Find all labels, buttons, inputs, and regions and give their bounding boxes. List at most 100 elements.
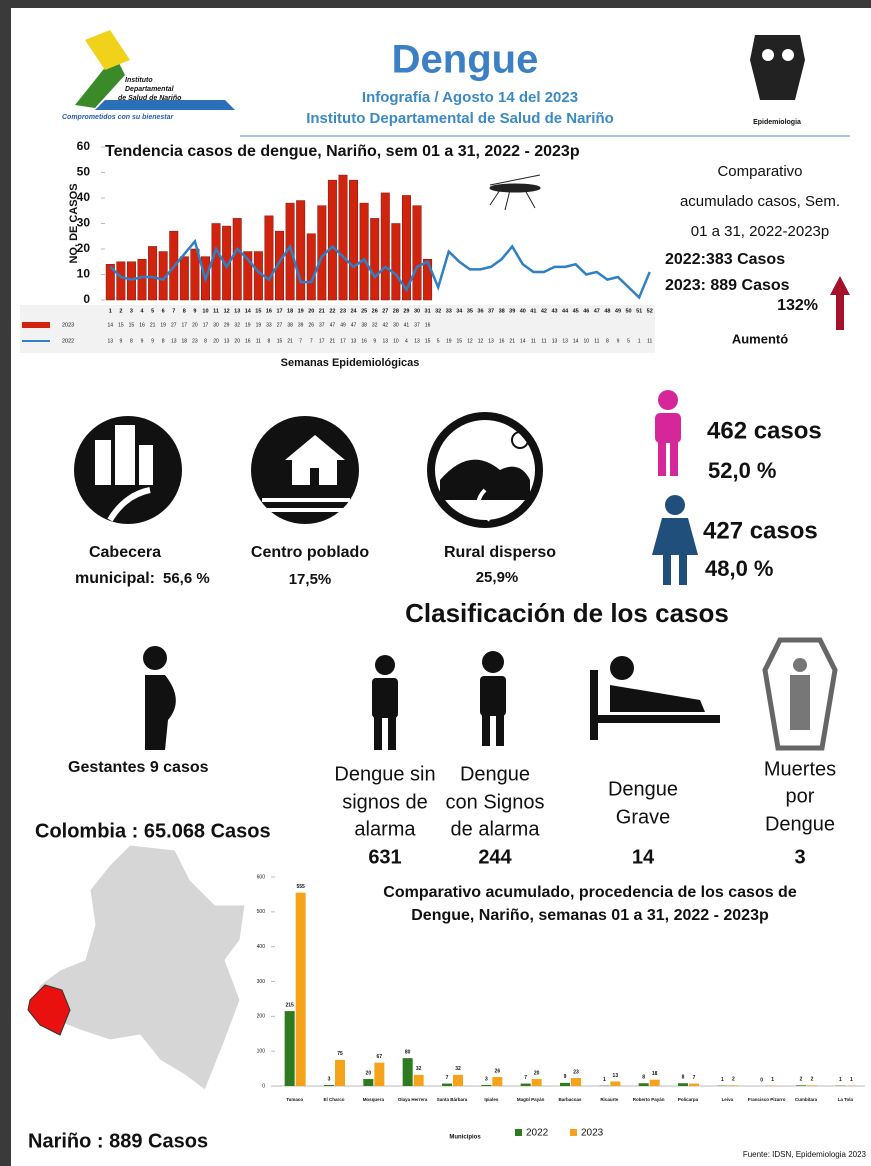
legend-label: 2023: [581, 1128, 604, 1139]
area-value: 56,6 %: [163, 570, 210, 587]
value-label: 3: [485, 1076, 488, 1082]
table-value: 15: [425, 338, 431, 344]
x-tick-label: 51: [636, 308, 642, 314]
value-label: 215: [285, 1002, 294, 1008]
rural-icon: [427, 412, 543, 528]
class-label: Dengue sin: [334, 763, 435, 785]
class-value: 631: [368, 846, 401, 868]
bar: [638, 1083, 649, 1086]
bar: [179, 256, 189, 301]
table-value: 37: [414, 322, 420, 328]
x-tick-label: 40: [520, 308, 526, 314]
table-value: 32: [234, 322, 240, 328]
value-label: 1: [839, 1077, 842, 1083]
x-tick-label: 17: [276, 308, 282, 314]
table-value: 30: [213, 322, 219, 328]
bar: [296, 200, 306, 301]
x-tick-label: 22: [329, 308, 335, 314]
table-value: 23: [192, 338, 198, 344]
class-label: con Signos: [446, 791, 545, 813]
table-value: 18: [182, 338, 188, 344]
logo-text: Epidemiologia: [753, 119, 801, 126]
x-tick-label: 3: [130, 308, 133, 314]
legend-swatch: [570, 1129, 577, 1136]
woman-percent: 52,0 %: [708, 458, 777, 483]
table-value: 14: [573, 338, 579, 344]
x-tick-label: 8: [183, 308, 186, 314]
x-tick-label: Santa Bárbara: [437, 1097, 468, 1102]
table-value: 9: [617, 338, 620, 344]
class-label: Dengue: [608, 778, 678, 800]
colombia-cases: Colombia : 65.068 Casos: [35, 820, 271, 842]
bar: [531, 1079, 542, 1086]
table-value: 49: [340, 322, 346, 328]
x-tick-label: 5: [151, 308, 154, 314]
table-value: 13: [383, 338, 389, 344]
colombia-map: [27, 844, 246, 1091]
table-value: 47: [351, 322, 357, 328]
x-tick-label: 37: [488, 308, 494, 314]
table-value: 21: [150, 322, 156, 328]
bar: [137, 258, 147, 301]
class-label: Grave: [616, 806, 670, 828]
bar: [264, 215, 274, 301]
man-cases: 427 casos: [703, 517, 818, 544]
pregnant-cases: Gestantes 9 casos: [68, 759, 209, 776]
value-label: 3: [328, 1076, 331, 1082]
y-tick-label: 600: [257, 874, 266, 880]
comparison-text: acumulado casos, Sem.: [680, 193, 840, 210]
man-percent: 48,0 %: [705, 556, 774, 581]
x-tick-label: 43: [551, 308, 557, 314]
narino-cases: Nariño : 889 Casos: [28, 1130, 208, 1152]
x-tick-label: Francisco Pizarro: [748, 1097, 786, 1102]
x-tick-label: 49: [615, 308, 621, 314]
area-label: Cabecera: [89, 544, 161, 561]
y-tick-label: 40: [77, 190, 91, 204]
legend-label: 2022: [62, 338, 74, 344]
x-tick-label: 46: [583, 308, 589, 314]
frame-top: [0, 0, 871, 8]
table-value: 14: [520, 338, 526, 344]
area-value: 17,5%: [289, 571, 332, 588]
bar: [190, 248, 200, 301]
area-label: municipal:: [75, 570, 155, 587]
bar: [728, 1085, 739, 1086]
line: [109, 238, 651, 300]
bar: [211, 223, 221, 301]
value-label: 7: [524, 1075, 527, 1081]
x-tick-label: 36: [477, 308, 483, 314]
logo-text: Departamental: [125, 86, 175, 93]
table-value: 15: [129, 322, 135, 328]
bar: [413, 1074, 424, 1086]
table-value: 21: [509, 338, 515, 344]
table-value: 11: [594, 338, 599, 344]
comparison-text: 01 a 31, 2022-2023p: [691, 223, 829, 240]
table-value: 16: [425, 322, 431, 328]
x-tick-label: Cumbitara: [795, 1097, 818, 1102]
x-tick-label: La Tola: [838, 1097, 854, 1102]
bar: [359, 202, 369, 301]
value-label: 32: [455, 1066, 461, 1072]
logo-slogan: Comprometidos con su bienestar: [62, 114, 175, 121]
table-value: 17: [319, 338, 325, 344]
table-value: 32: [372, 322, 378, 328]
table-value: 11: [531, 338, 536, 344]
x-tick-label: 45: [573, 308, 579, 314]
x-tick-label: 14: [245, 308, 252, 314]
x-tick-label: 26: [372, 308, 378, 314]
table-value: 33: [266, 322, 272, 328]
x-tick-label: Olaya Herrera: [398, 1097, 428, 1102]
x-tick-label: 16: [266, 308, 272, 314]
table-value: 15: [277, 338, 283, 344]
value-label: 7: [693, 1075, 696, 1081]
table-value: 15: [457, 338, 463, 344]
value-label: 7: [446, 1075, 449, 1081]
comparison-text: Comparativo: [717, 163, 802, 180]
legend-swatch: [515, 1129, 522, 1136]
table-value: 41: [404, 322, 410, 328]
bar: [571, 1077, 581, 1086]
value-label: 1: [721, 1077, 724, 1083]
value-label: 20: [534, 1070, 540, 1076]
bar: [232, 218, 242, 301]
table-value: 30: [393, 322, 399, 328]
